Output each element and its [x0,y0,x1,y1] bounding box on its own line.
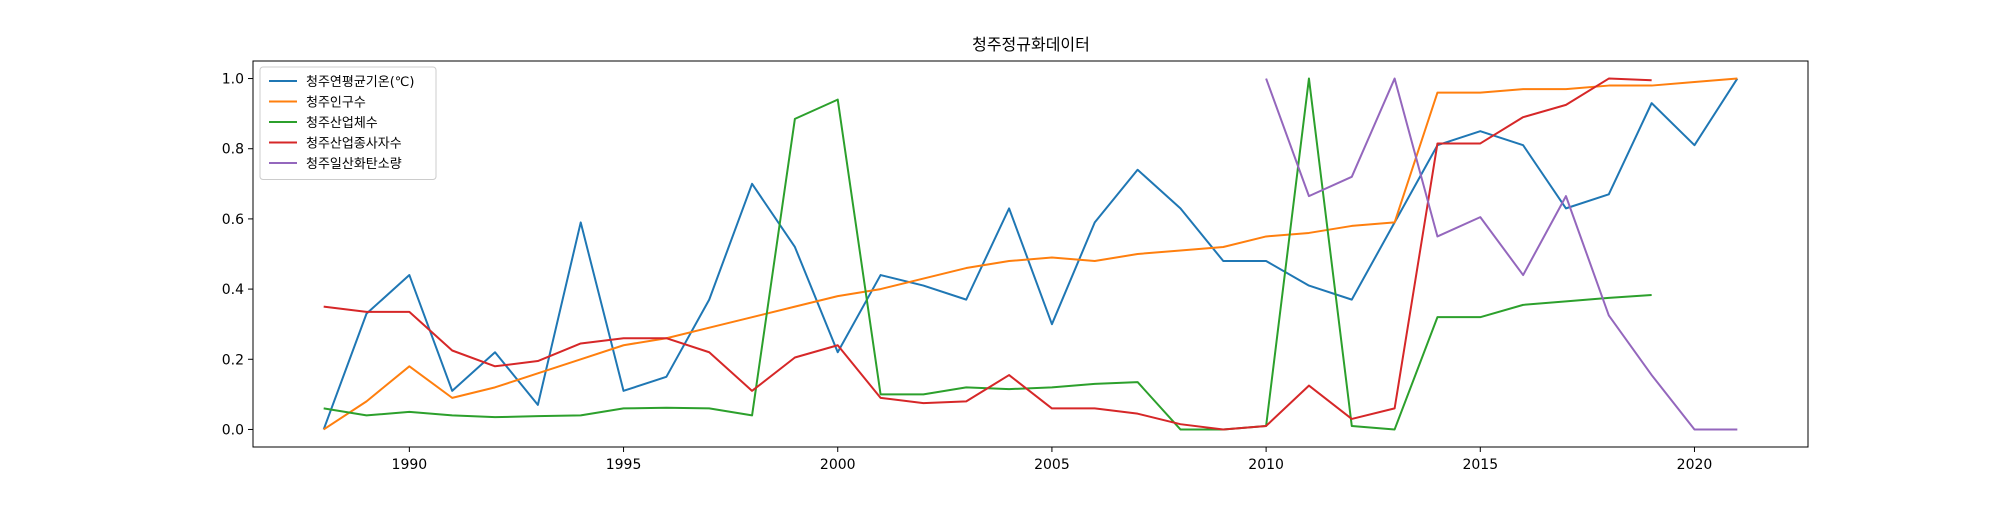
x-tick-label: 2015 [1462,457,1498,473]
chart-title: 청주정규화데이터 [972,35,1090,54]
y-tick-label: 0.8 [222,142,244,158]
legend-label: 청주일산화탄소량 [306,157,402,172]
y-tick-label: 0.4 [222,282,244,298]
legend-box [259,66,437,180]
y-axis: 0.0 0.2 0.4 0.6 0.8 1.0 [222,72,253,438]
y-tick-label: 1.0 [222,72,244,88]
x-tick-label: 2010 [1248,457,1284,473]
x-tick-label: 2000 [820,457,856,473]
legend-label: 청주연평균기온(℃) [306,75,414,90]
series-group [322,77,1739,431]
series-line-4 [323,77,1652,431]
legend-label: 청주인구수 [306,96,366,111]
y-tick-label: 0.6 [222,212,244,228]
y-tick-label: 0.2 [222,352,244,368]
x-tick-label: 2020 [1677,457,1713,473]
x-tick-label: 1990 [392,457,428,473]
series-line-5 [1265,77,1738,431]
x-tick-label: 2005 [1034,457,1070,473]
series-line-2 [323,77,1738,431]
x-tick-label: 1995 [606,457,642,473]
legend-label: 청주산업체수 [306,116,378,131]
plot-area-frame [252,60,1809,448]
y-tick-label: 0.0 [222,422,244,438]
x-axis: 1990 1995 2000 2005 2010 2015 2020 [392,447,1713,473]
legend-label: 청주산업종사자수 [306,137,402,152]
series-line-1 [322,78,1739,430]
